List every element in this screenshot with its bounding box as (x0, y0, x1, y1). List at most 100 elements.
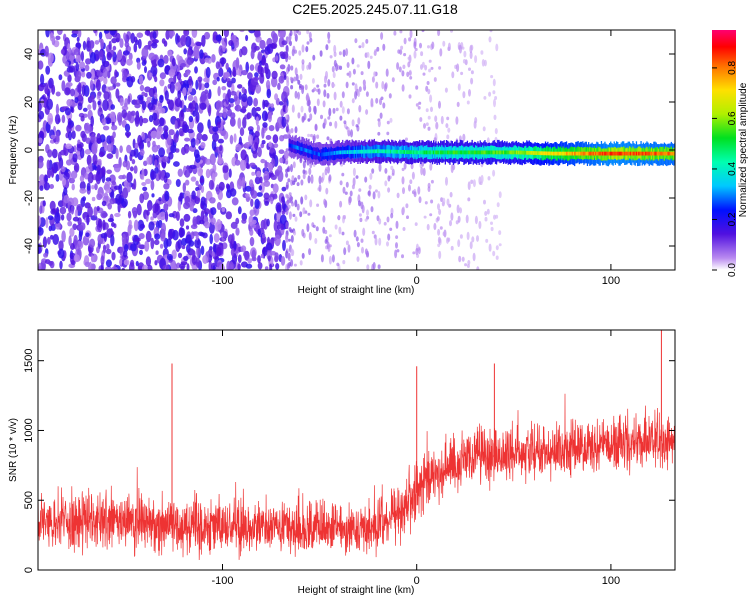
noise-blob (420, 51, 424, 57)
ridge-core (541, 151, 543, 156)
noise-blob (211, 139, 217, 151)
noise-blob (199, 178, 204, 183)
ridge-core (525, 150, 527, 155)
noise-blob (409, 76, 413, 80)
noise-blob (302, 173, 306, 180)
noise-blob (229, 117, 236, 127)
ridge-core (443, 150, 445, 155)
noise-blob (293, 230, 297, 236)
noise-blob (245, 61, 249, 73)
noise-blob (370, 103, 374, 108)
noise-blob (168, 213, 175, 218)
noise-blob (292, 180, 296, 186)
noise-blob (190, 137, 196, 148)
ridge-core (377, 149, 379, 154)
noise-blob (235, 143, 242, 152)
noise-blob (319, 50, 323, 57)
noise-blob (194, 238, 202, 249)
noise-blob (94, 40, 100, 45)
noise-blob (260, 66, 264, 78)
noise-blob (277, 82, 281, 90)
ridge-core (590, 151, 592, 156)
noise-blob (147, 102, 154, 111)
noise-blob (129, 262, 135, 270)
noise-blob (433, 77, 437, 82)
noise-blob (374, 237, 378, 246)
noise-blob (402, 187, 405, 195)
noise-blob (154, 260, 158, 266)
ridge-core (301, 147, 303, 151)
noise-blob (45, 30, 50, 38)
noise-blob (110, 234, 115, 247)
noise-blob (139, 193, 145, 204)
noise-blob (433, 222, 437, 231)
noise-blob (254, 176, 261, 185)
noise-blob (351, 119, 355, 127)
noise-blob (91, 143, 97, 155)
noise-blob (417, 186, 421, 195)
noise-blob (427, 88, 431, 95)
noise-blob (434, 115, 438, 122)
ridge-core (400, 150, 402, 154)
noise-blob (468, 89, 471, 97)
noise-blob (218, 181, 225, 191)
noise-blob (306, 30, 310, 35)
ridge-core (336, 150, 338, 155)
noise-blob (397, 49, 401, 54)
noise-blob (38, 110, 45, 120)
noise-blob (145, 178, 152, 184)
noise-blob (192, 110, 197, 117)
noise-blob (225, 93, 230, 105)
noise-blob (456, 204, 460, 214)
noise-blob (186, 263, 190, 270)
ridge-core (661, 151, 663, 156)
noise-blob (389, 117, 393, 123)
ridge-core (370, 149, 372, 154)
noise-blob (47, 52, 54, 64)
noise-blob (136, 203, 142, 216)
noise-blob (145, 230, 152, 243)
ridge-core (431, 150, 434, 155)
noise-blob (46, 236, 51, 245)
ridge-core (428, 150, 430, 155)
noise-blob (84, 261, 90, 267)
noise-blob (368, 184, 372, 190)
noise-blob (196, 246, 200, 258)
noise-blob (106, 153, 114, 160)
noise-blob (360, 238, 364, 243)
ridge-core (576, 151, 578, 156)
noise-blob (290, 65, 294, 71)
ridge-core (316, 151, 318, 156)
ridge-core (515, 150, 518, 155)
ridge-core (593, 151, 596, 156)
noise-blob (150, 130, 158, 139)
noise-blob (91, 196, 96, 202)
noise-blob (498, 230, 502, 236)
noise-blob (288, 192, 292, 196)
noise-blob (78, 92, 83, 101)
noise-blob (222, 231, 228, 239)
noise-blob (390, 165, 394, 171)
noise-blob (498, 191, 502, 199)
noise-blob (218, 67, 224, 78)
noise-blob (316, 203, 320, 207)
noise-blob (121, 267, 125, 270)
noise-blob (61, 80, 66, 92)
ridge-core (626, 151, 628, 156)
ridge-core (343, 150, 345, 155)
noise-blob (459, 207, 462, 214)
noise-blob (56, 30, 63, 35)
noise-blob (387, 233, 391, 241)
ridge-core (516, 150, 519, 155)
ridge-core (586, 151, 589, 156)
ridge-core (606, 151, 608, 156)
noise-blob (243, 250, 250, 258)
noise-blob (307, 175, 311, 184)
ridge-core (577, 151, 579, 156)
noise-blob (97, 218, 103, 228)
noise-blob (419, 117, 423, 122)
ridge-core (520, 150, 522, 155)
noise-blob (336, 262, 340, 267)
noise-blob (395, 220, 399, 229)
